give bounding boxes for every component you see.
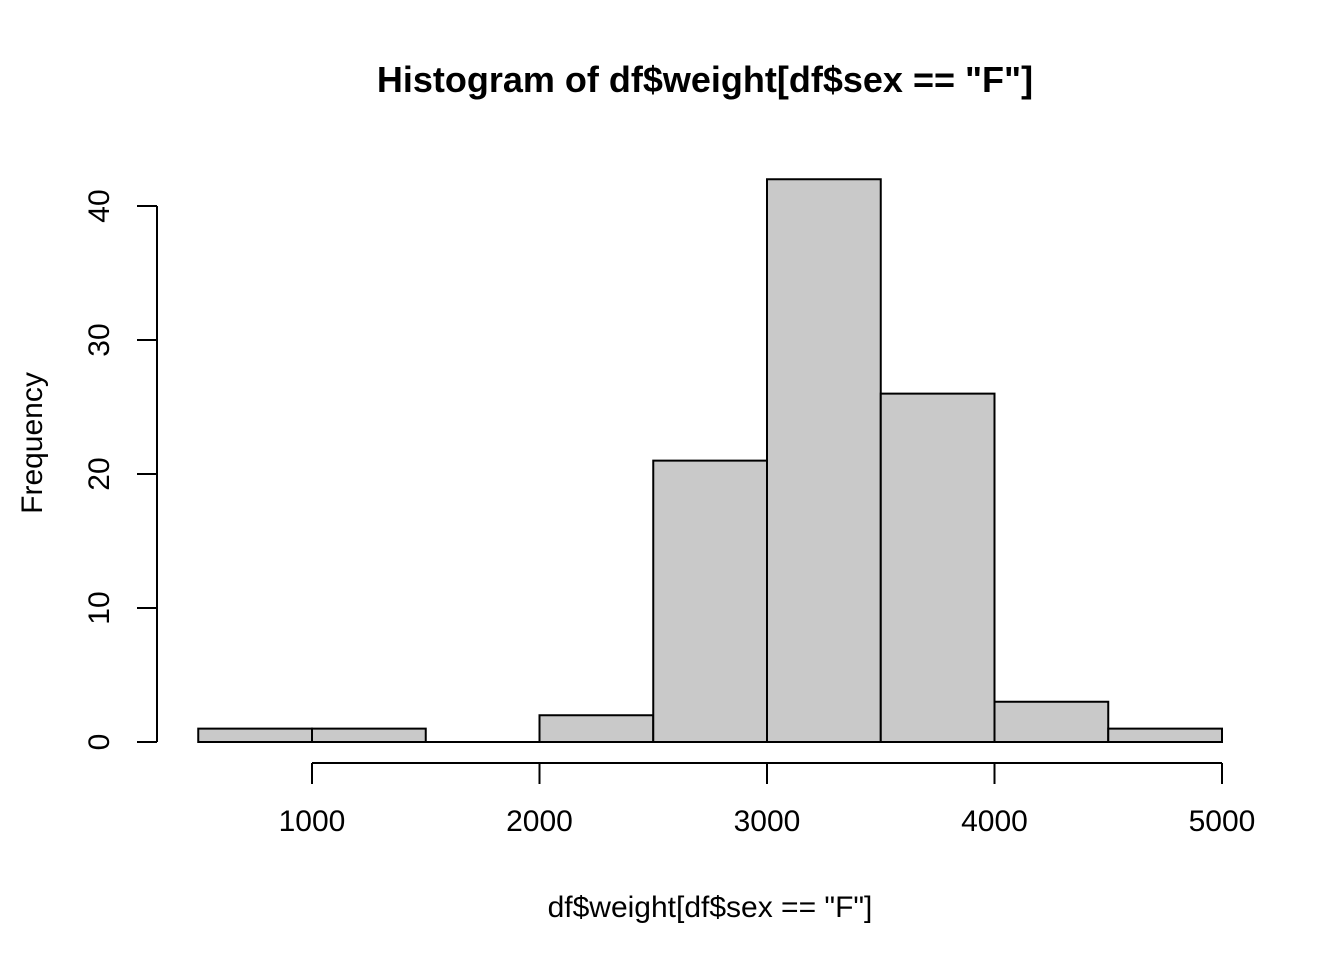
x-axis-label: df$weight[df$sex == "F"] (548, 891, 873, 924)
histogram-bar (538, 714, 655, 743)
x-axis: 1000 2000 3000 4000 5000 (279, 762, 1256, 838)
histogram-bar (993, 700, 1110, 743)
x-axis-tick-label: 4000 (961, 805, 1028, 838)
histogram-bar (652, 459, 768, 743)
x-axis-tick-label: 1000 (279, 805, 346, 838)
x-axis-tick-label: 3000 (734, 805, 801, 838)
y-axis-tick-label: 0 (83, 734, 116, 751)
histogram-bar (197, 727, 313, 743)
chart-title: Histogram of df$weight[df$sex == "F"] (377, 59, 1033, 100)
y-axis-label: Frequency (16, 372, 49, 514)
y-axis: 0 10 20 30 40 (83, 189, 158, 751)
x-axis-tick-label: 2000 (506, 805, 573, 838)
histogram-bar (879, 392, 996, 743)
y-axis-tick-label: 40 (83, 189, 116, 222)
bars-group (197, 178, 1223, 743)
y-axis-tick-label: 20 (83, 457, 116, 490)
histogram-bar (1107, 727, 1223, 743)
histogram-bar (766, 178, 882, 743)
x-axis-tick-label: 5000 (1189, 805, 1256, 838)
histogram-bar (311, 727, 427, 743)
y-axis-tick-label: 10 (83, 591, 116, 624)
y-axis-tick-label: 30 (83, 323, 116, 356)
